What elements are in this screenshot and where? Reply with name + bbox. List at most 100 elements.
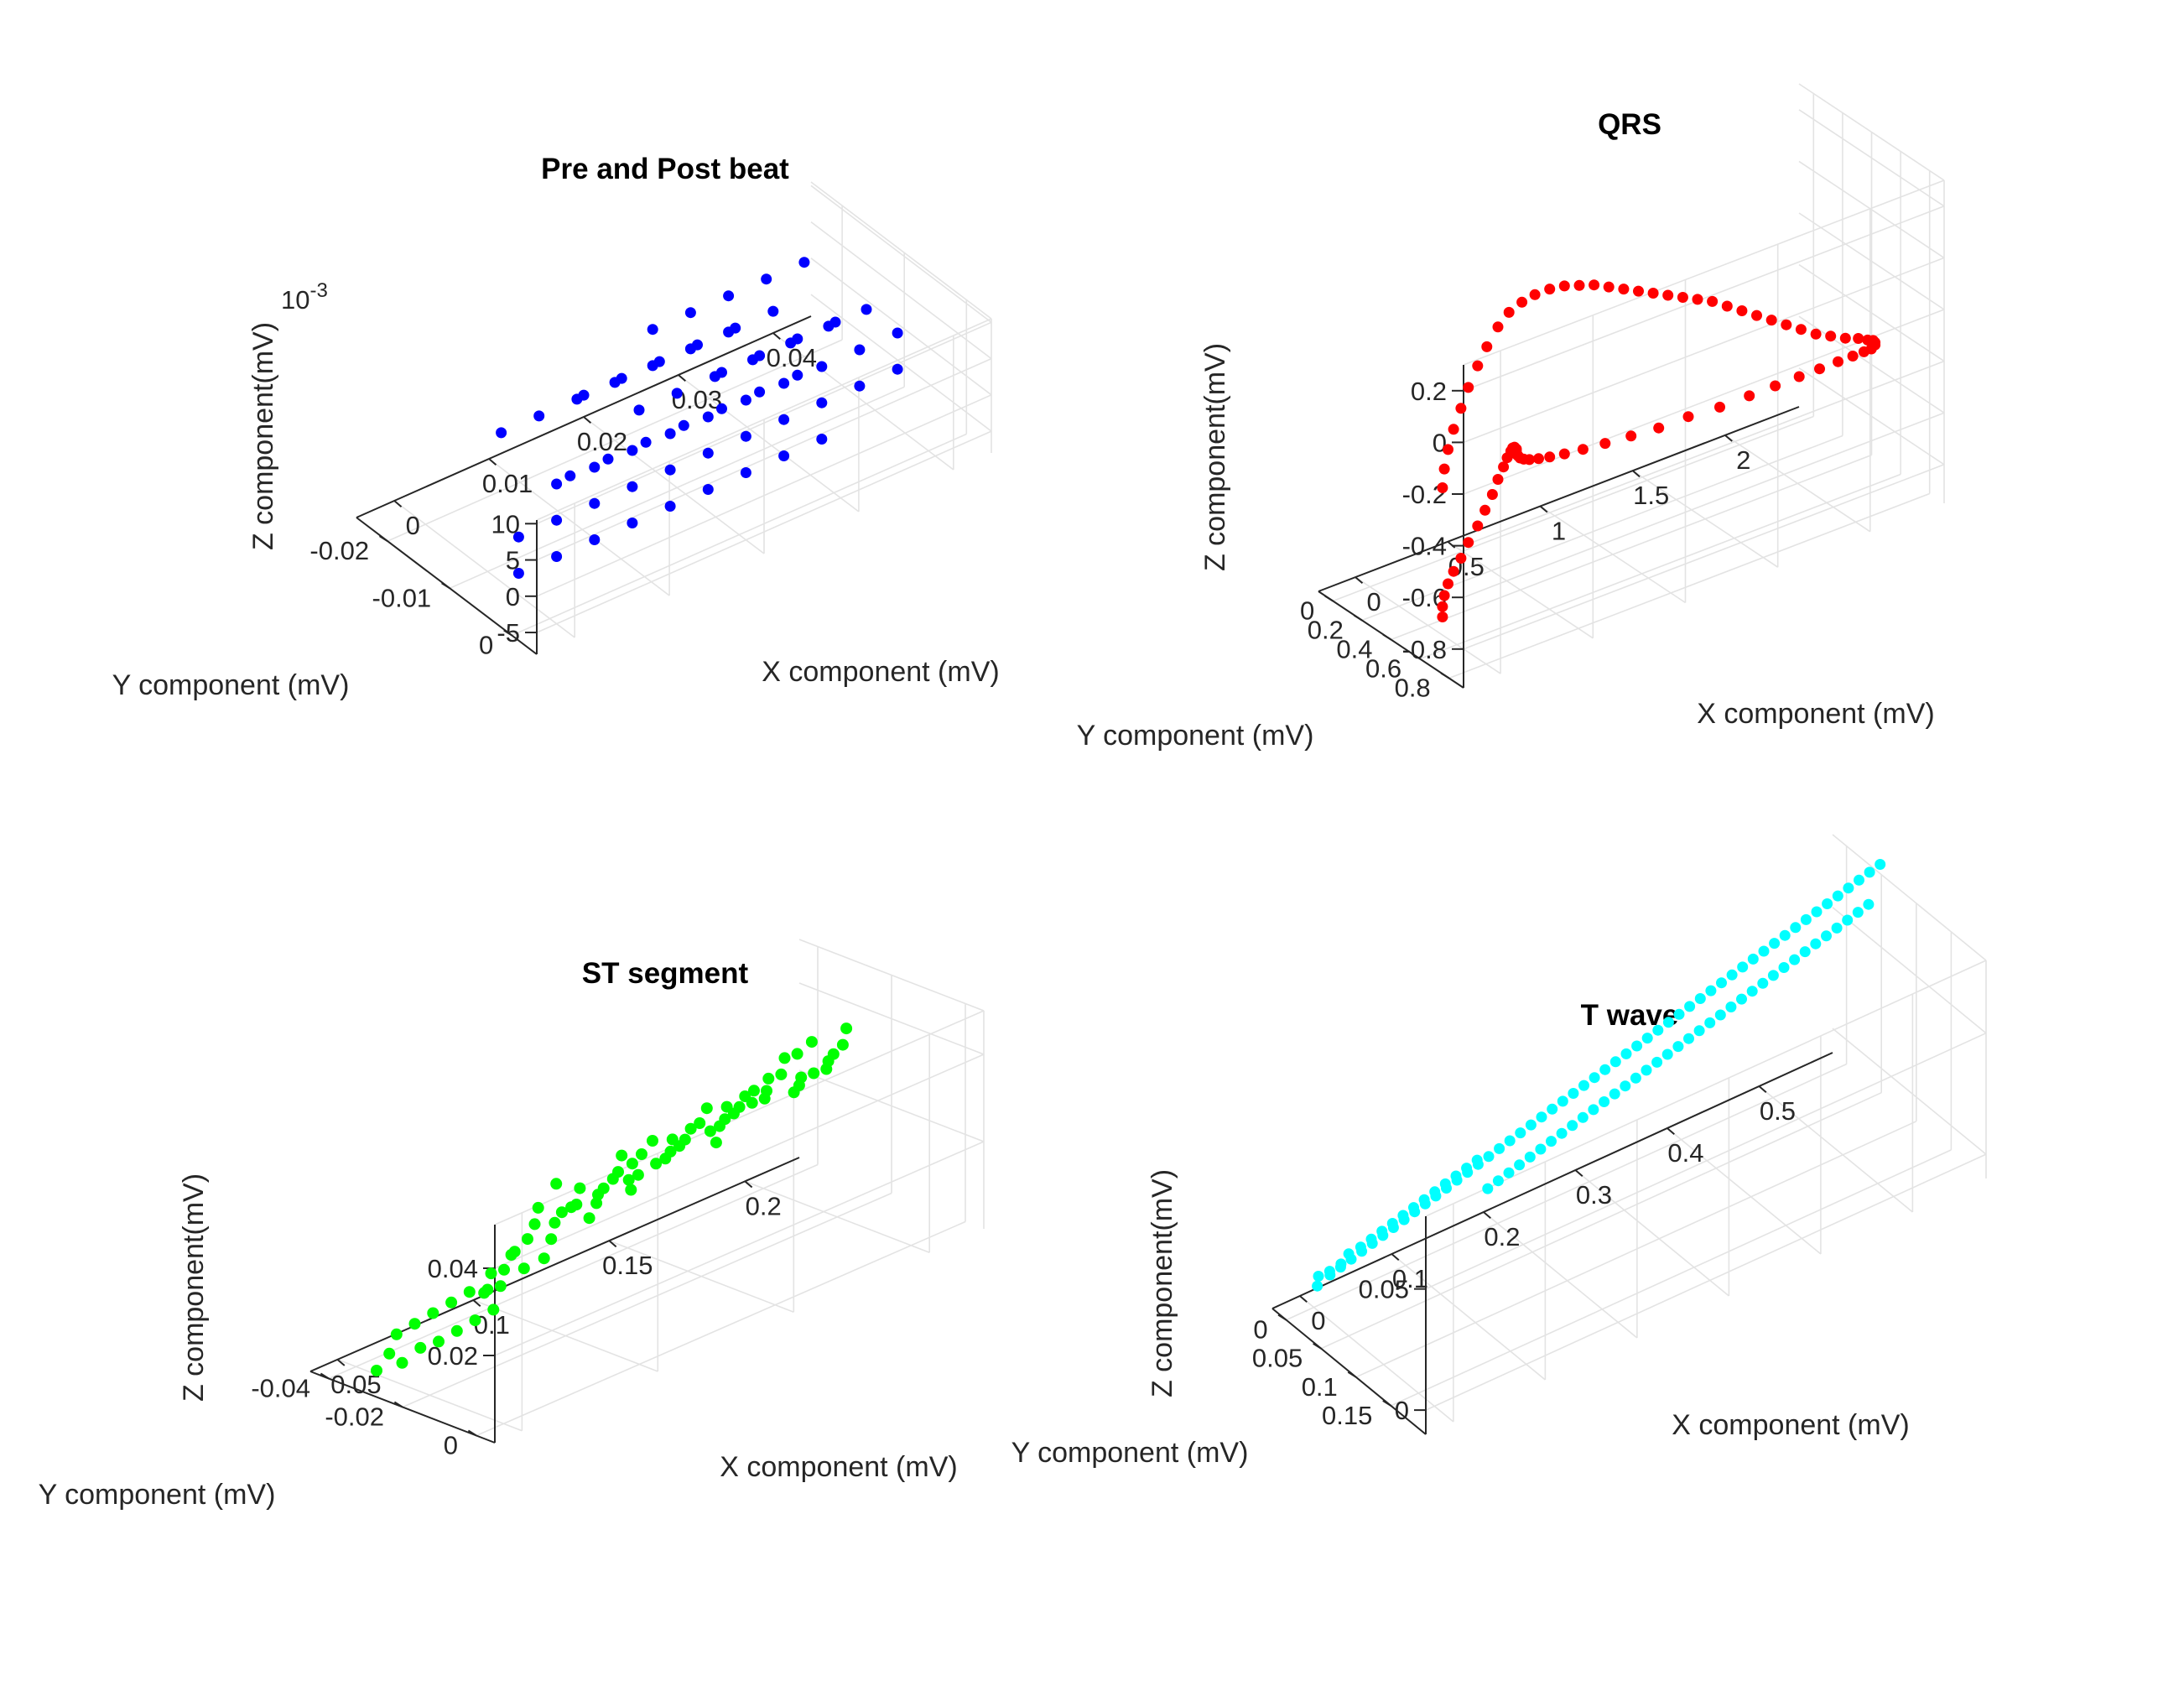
grid-line [536,357,992,561]
z-tick-label: -0.8 [1402,635,1447,664]
x-axis-label: X component (mV) [1672,1409,1909,1441]
data-point [1810,938,1822,950]
data-point [1481,341,1493,352]
data-point [1682,411,1694,423]
gridlines [328,939,985,1443]
data-point [1578,1080,1589,1091]
z-tick-label: -0.4 [1402,532,1447,561]
data-point [723,290,735,302]
data-point [1789,954,1801,965]
data-point [761,273,772,285]
data-point [616,372,627,384]
data-point [1790,922,1802,934]
grid-line [476,1220,966,1437]
data-point [1312,1280,1323,1292]
grid-line [488,458,670,596]
y-tick-mark [378,535,388,542]
data-point [684,307,696,319]
y-tick-label: 0.4 [1336,635,1372,664]
data-point [1437,601,1448,612]
grid-line [1463,206,1945,392]
data-point [589,461,601,473]
data-point [805,1036,818,1048]
data-point [1746,986,1758,997]
data-point [1603,281,1615,293]
data-point [512,568,524,579]
data-point [555,1206,568,1219]
data-point [390,1328,403,1340]
data-point [892,327,903,339]
z-tick-label: 0.04 [428,1254,478,1283]
data-point [612,1166,624,1178]
y-tick-label: 0.15 [1322,1401,1372,1430]
data-point [640,436,652,448]
data-point [1736,305,1748,316]
data-point [1683,1033,1694,1044]
data-point [1609,1056,1621,1068]
data-point [1630,1072,1641,1084]
data-point [740,467,751,478]
data-point [1544,451,1556,463]
x-tick-mark [1758,1085,1767,1093]
plot-pre-and-post-beat: Pre and Post beat 00.010.020.030.04-0.02… [112,153,1000,701]
data-point [1799,946,1811,958]
z-exponent-label: 10-3 [281,279,328,315]
data-point [1524,1151,1536,1163]
data-point [1779,929,1791,941]
data-point [836,1038,849,1051]
data-point [1461,1163,1473,1174]
data-point [549,1216,561,1229]
x-tick-label: 0.2 [1484,1222,1520,1251]
data-point [1726,969,1738,981]
y-tick-mark [1382,1400,1391,1407]
data-point [754,350,766,362]
data-point [1736,993,1747,1005]
data-point [1573,279,1585,291]
x-tick-mark [336,1359,346,1366]
data-point [762,1072,775,1085]
data-point [702,484,714,495]
grid-line [393,500,575,638]
grid-line [494,1141,985,1356]
data-point [1568,1088,1579,1099]
data-point [1599,438,1611,450]
data-point [1814,363,1825,375]
data-point [528,1218,541,1231]
data-point [1323,1266,1335,1277]
data-point [545,1233,558,1246]
data-point [704,1125,716,1137]
data-point [1800,913,1812,925]
y-tick-label: 0.05 [1252,1344,1303,1373]
x-tick-label: 0.15 [602,1251,653,1280]
x-tick-label: 0.01 [482,469,533,498]
data-point [778,1052,791,1064]
data-point [1479,504,1491,516]
data-point [775,1068,788,1080]
data-point [1439,1178,1451,1189]
data-point [664,1145,677,1158]
chart-title: QRS [1598,108,1661,141]
data-point [829,316,841,328]
data-point [1716,977,1727,989]
x-tick-mark [772,332,781,340]
data-point [671,388,683,399]
grid-line [1448,492,1930,679]
y-tick-mark [1382,633,1392,641]
data-point [522,1233,533,1246]
data-point [1822,898,1833,909]
grid-line [328,1163,819,1380]
data-point [827,1048,840,1060]
x-tick-label: 0.2 [746,1191,782,1220]
data-point [854,344,866,356]
data-point [700,1102,713,1115]
data-point [1842,914,1854,926]
data-point [1355,1241,1366,1253]
data-point [808,1067,820,1080]
grid-line [1391,1253,1546,1381]
data-point [1443,578,1453,590]
data-point [1448,565,1459,577]
plot-st-segment: ST segment 0.050.10.150.2-0.04-0.0200.02… [39,939,985,1511]
data-point [636,1148,647,1160]
data-point [627,445,638,456]
z-tick-label: 0.05 [1359,1275,1409,1304]
